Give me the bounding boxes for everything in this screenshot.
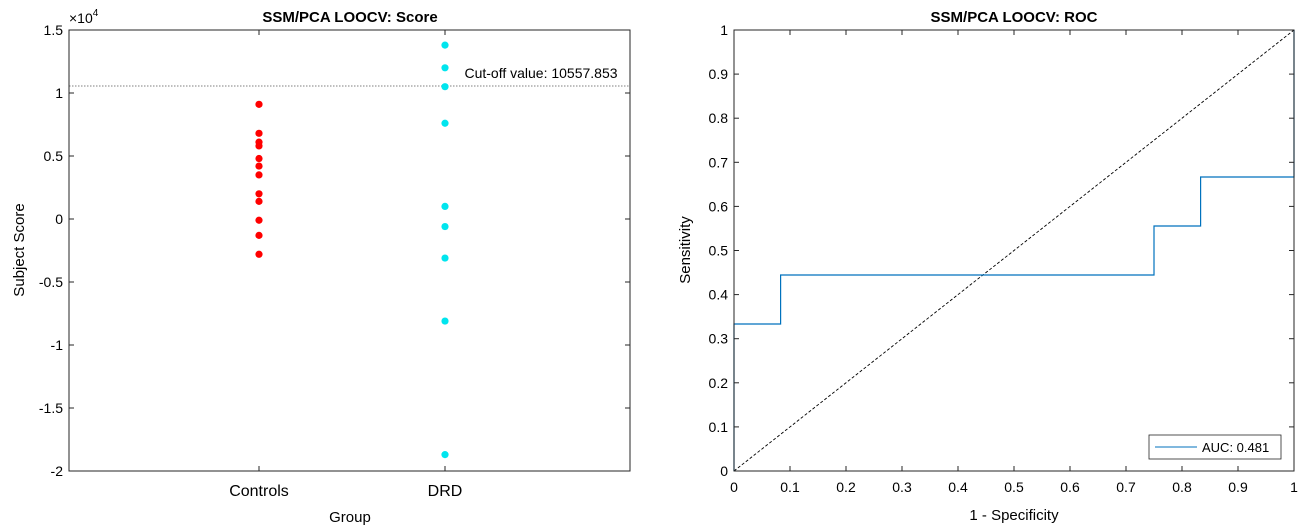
controls-score-point xyxy=(255,162,263,170)
score-y-axis-label: Subject Score xyxy=(11,203,28,296)
y-tick-label: -1 xyxy=(51,337,64,353)
y-tick-label: 1.5 xyxy=(44,22,64,38)
controls-score-point xyxy=(255,197,263,205)
drd-score-point xyxy=(441,119,449,127)
score-plot-frame xyxy=(68,29,631,472)
x-tick-label: 0.9 xyxy=(1228,479,1248,495)
exponent-base: ×10 xyxy=(69,10,93,26)
controls-score-point xyxy=(255,142,263,150)
drd-score-point xyxy=(441,451,449,459)
controls-score-point xyxy=(255,129,263,137)
roc-plot-frame xyxy=(733,29,1295,472)
x-tick-label: 0 xyxy=(730,479,738,495)
y-tick-label: 0.4 xyxy=(709,287,729,303)
y-tick-label: 0.1 xyxy=(709,419,729,435)
chance-diagonal-line xyxy=(733,29,1295,472)
y-tick-label: 0.5 xyxy=(44,148,64,164)
y-tick-label: 0.7 xyxy=(709,154,729,170)
roc-legend: AUC: 0.481 xyxy=(1148,434,1282,460)
drd-score-point xyxy=(441,202,449,210)
controls-score-point xyxy=(255,231,263,239)
controls-score-point xyxy=(255,216,263,224)
drd-score-point xyxy=(441,254,449,262)
y-tick-label: 0 xyxy=(55,211,63,227)
y-tick-label: 0.3 xyxy=(709,331,729,347)
drd-score-point xyxy=(441,83,449,91)
x-tick-label: 0.5 xyxy=(1004,479,1024,495)
controls-score-point xyxy=(255,154,263,163)
controls-score-point xyxy=(255,190,263,198)
drd-score-point xyxy=(441,64,449,72)
x-tick-label: 0.4 xyxy=(948,479,968,495)
roc-x-axis-label: 1 - Specificity xyxy=(969,507,1059,524)
controls-score-point xyxy=(255,250,263,258)
y-tick-label: 0.8 xyxy=(709,110,729,126)
controls-score-point xyxy=(255,171,263,179)
svg-text:×104: ×104 xyxy=(69,8,99,26)
controls-score-point xyxy=(255,100,263,108)
roc-curve-line xyxy=(733,30,1295,471)
score-chart: SSM/PCA LOOCV: Score ×104 -2 -1.5 -1 -0.5 0 0… xyxy=(11,8,631,526)
y-tick-label: 0.2 xyxy=(709,375,729,391)
score-x-axis-label: Group xyxy=(329,509,371,526)
legend-label: AUC: 0.481 xyxy=(1202,440,1269,455)
roc-chart: SSM/PCA LOOCV: ROC 0 0.1 0.2 0.3 0.4 0.5 0.6 0.… xyxy=(677,9,1298,524)
drd-score-point xyxy=(441,317,449,325)
cutoff-label: Cut-off value: 10557.853 xyxy=(464,65,617,81)
drd-score-point xyxy=(441,41,449,49)
y-tick-label: 0.9 xyxy=(709,66,729,82)
y-tick-label: 0.6 xyxy=(709,198,729,214)
y-tick-label: 1 xyxy=(720,22,728,38)
x-tick-label: DRD xyxy=(428,483,463,500)
x-tick-label: 0.2 xyxy=(836,479,856,495)
y-tick-label: -0.5 xyxy=(39,274,63,290)
x-tick-label: 0.7 xyxy=(1116,479,1136,495)
exponent-power: 4 xyxy=(93,8,99,19)
drd-score-point xyxy=(441,222,449,231)
y-axis-exponent: ×104 xyxy=(69,8,99,26)
x-tick-label: Controls xyxy=(229,483,289,500)
y-tick-label: 0.5 xyxy=(709,243,729,259)
y-tick-label: -2 xyxy=(51,463,64,479)
x-tick-label: 1 xyxy=(1290,479,1298,495)
score-chart-title: SSM/PCA LOOCV: Score xyxy=(262,9,437,26)
x-tick-label: 0.6 xyxy=(1060,479,1080,495)
y-tick-label: 1 xyxy=(55,85,63,101)
y-tick-label: -1.5 xyxy=(39,400,63,416)
x-tick-label: 0.1 xyxy=(780,479,800,495)
x-tick-label: 0.3 xyxy=(892,479,912,495)
roc-y-axis-label: Sensitivity xyxy=(677,216,694,284)
y-tick-label: 0 xyxy=(720,463,728,479)
roc-chart-title: SSM/PCA LOOCV: ROC xyxy=(931,9,1098,26)
x-tick-label: 0.8 xyxy=(1172,479,1192,495)
